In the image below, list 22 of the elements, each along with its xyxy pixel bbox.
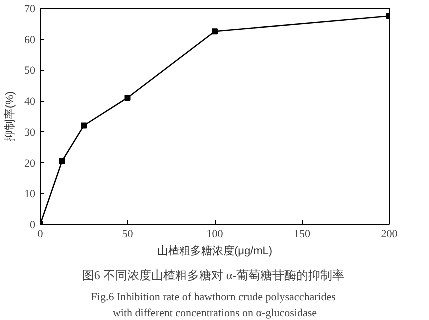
y-tick-label: 0 [30,220,36,232]
x-tick-label: 0 [38,228,44,240]
text: with different concentrations on α-glucosidase [112,308,318,320]
x-tick-label: 100 [206,228,224,240]
x-tick-label: 200 [381,228,398,240]
y-tick-label: 60 [24,34,36,46]
point [212,28,218,35]
x-tick-label: 50 [122,228,134,240]
caption: 图6 不同浓度山楂粗多糖对 α-葡萄糖苷酶的抑制率 [82,268,345,282]
y-tick-label: 20 [24,158,36,170]
y-tick-label: 40 [24,96,36,108]
caption: Fig.6 Inhibition rate of hawthorn crude polysaccharides [91,292,336,304]
x-tick-label: 150 [294,228,311,240]
y-tick-label: 30 [24,126,36,139]
y-tick-label: 50 [24,65,36,78]
y-tick-label: 10 [24,188,36,201]
x-axis-title: 山楂粗多糖浓度(μg/mL) [157,244,273,258]
y-axis-title: 抑制率(%) [4,91,16,142]
point [81,122,88,129]
point [124,94,131,101]
point [59,158,66,164]
y-tick-label: 70 [24,4,36,16]
